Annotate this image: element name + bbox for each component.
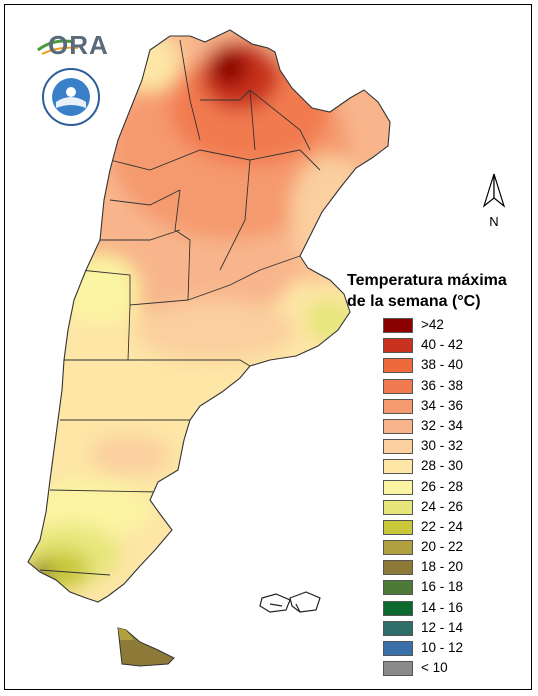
legend-title: Temperatura máxima de la semana (°C) — [347, 270, 537, 312]
legend-swatch — [383, 600, 413, 616]
legend-swatch — [383, 499, 413, 515]
legend-swatch — [383, 318, 413, 333]
legend-label: 32 - 34 — [421, 417, 464, 433]
ora-logo-text: ORA — [48, 30, 109, 60]
map-frame — [4, 4, 532, 690]
legend-label: 34 - 36 — [421, 397, 464, 413]
legend-swatch — [383, 580, 413, 596]
legend-label: 16 - 18 — [421, 579, 464, 595]
legend-swatch — [383, 540, 413, 556]
legend-label: 24 - 26 — [421, 498, 464, 514]
legend-swatch — [383, 418, 413, 434]
north-arrow-icon: N — [478, 170, 510, 232]
legend-swatch — [383, 620, 413, 636]
legend-swatch — [383, 358, 413, 374]
legend-label: 28 - 30 — [421, 458, 464, 474]
legend-label: 14 - 16 — [421, 599, 464, 615]
tierra-del-fuego — [117, 627, 175, 667]
legend-swatch — [383, 338, 413, 354]
legend-swatch — [383, 661, 413, 677]
legend-swatch — [383, 560, 413, 576]
legend-swatch — [383, 641, 413, 656]
legend-label: < 10 — [421, 660, 448, 676]
legend-label: 40 - 42 — [421, 337, 464, 353]
legend-title-line2: de la semana (°C) — [347, 293, 481, 310]
legend-label: 36 - 38 — [421, 377, 464, 393]
legend-label: 26 - 28 — [421, 478, 464, 494]
legend-label: 18 - 20 — [421, 559, 464, 575]
legend-label: 30 - 32 — [421, 438, 464, 454]
legend-label: 10 - 12 — [421, 640, 464, 655]
legend-label: 20 - 22 — [421, 539, 464, 555]
legend-swatch — [383, 378, 413, 394]
legend-label: 12 - 14 — [421, 619, 464, 635]
legend-swatch — [383, 439, 413, 455]
legend-label: 22 - 24 — [421, 518, 464, 534]
north-label: N — [489, 214, 499, 229]
legend-label: 38 - 40 — [421, 357, 464, 373]
ora-logo: ORA — [34, 28, 108, 60]
malvinas-islands — [259, 591, 321, 613]
legend-swatch — [383, 479, 413, 495]
seal-icon — [42, 68, 100, 126]
legend-swatch — [383, 459, 413, 475]
legend-swatch — [383, 519, 413, 535]
legend-swatch — [383, 398, 413, 414]
legend-label: >42 — [421, 317, 444, 332]
legend-title-line1: Temperatura máxima — [347, 272, 507, 289]
